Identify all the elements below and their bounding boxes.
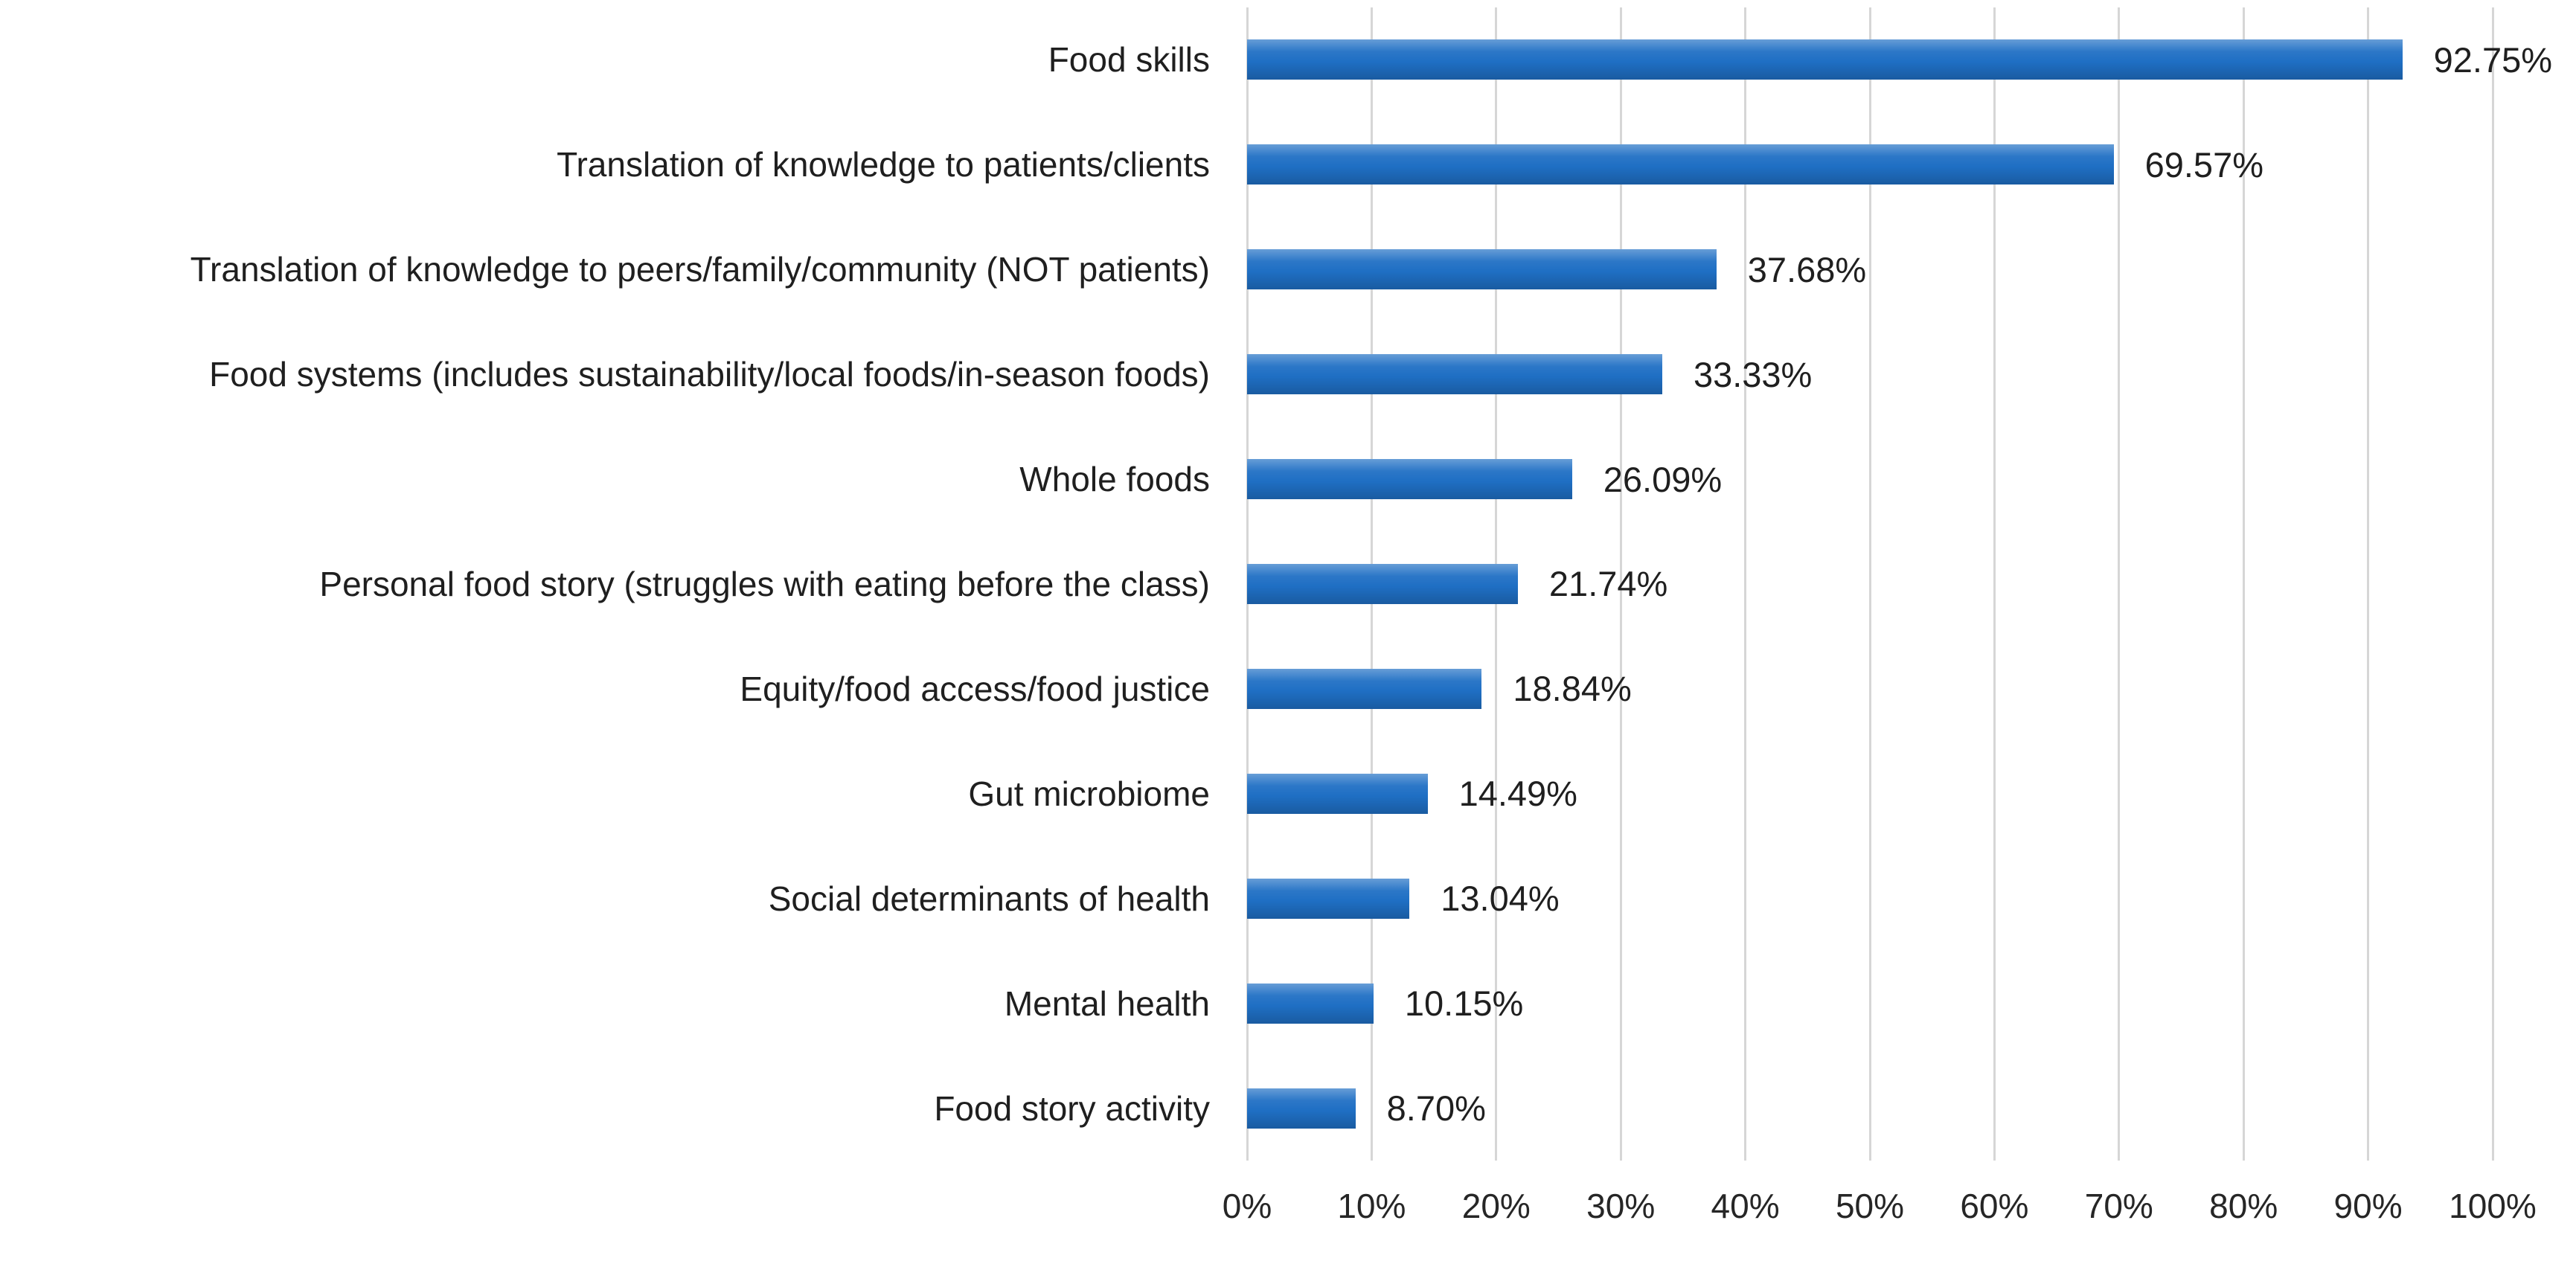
category-label: Social determinants of health (768, 879, 1210, 918)
gridline (1619, 7, 1622, 1161)
x-tick-label: 30% (1586, 1187, 1656, 1225)
gridline (2491, 7, 2494, 1161)
value-label: 37.68% (1747, 249, 1867, 289)
gridline (2242, 7, 2245, 1161)
x-tick-label: 0% (1222, 1187, 1272, 1225)
gridline (2118, 7, 2121, 1161)
gridline (1868, 7, 1871, 1161)
category-label: Personal food story (struggles with eati… (319, 564, 1210, 603)
category-label: Food story activity (934, 1088, 1210, 1128)
category-label: Mental health (1004, 984, 1210, 1023)
bar (1247, 249, 1717, 290)
category-label: Translation of knowledge to patients/cli… (557, 145, 1210, 185)
category-label: Food skills (1048, 40, 1210, 80)
x-tick-label: 50% (1835, 1187, 1905, 1225)
bar (1247, 983, 1374, 1024)
gridline (2367, 7, 2370, 1161)
category-label: Whole foods (1019, 460, 1210, 499)
category-label: Equity/food access/food justice (740, 669, 1210, 708)
value-label: 26.09% (1603, 459, 1723, 499)
value-label: 13.04% (1441, 879, 1560, 919)
x-tick-label: 100% (2449, 1187, 2537, 1225)
bar (1247, 354, 1662, 395)
bar (1247, 1088, 1356, 1129)
value-label: 18.84% (1513, 669, 1632, 709)
bar (1247, 459, 1572, 500)
category-label: Gut microbiome (968, 774, 1210, 813)
bar (1247, 144, 2114, 185)
plot-area (1246, 7, 2494, 1161)
x-tick-label: 40% (1711, 1187, 1780, 1225)
value-label: 8.70% (1386, 1088, 1486, 1129)
value-label: 69.57% (2144, 144, 2263, 185)
x-tick-label: 80% (2209, 1187, 2278, 1225)
value-label: 14.49% (1458, 774, 1577, 814)
x-tick-label: 70% (2084, 1187, 2153, 1225)
x-tick-label: 20% (1461, 1187, 1531, 1225)
gridline (1744, 7, 1747, 1161)
bar (1247, 668, 1482, 709)
value-label: 92.75% (2433, 39, 2553, 80)
value-label: 21.74% (1548, 564, 1668, 604)
bar (1247, 878, 1410, 919)
bar (1247, 39, 2403, 80)
bar (1247, 564, 1518, 604)
value-label: 10.15% (1404, 984, 1524, 1024)
category-label: Translation of knowledge to peers/family… (190, 250, 1210, 289)
x-tick-label: 90% (2333, 1187, 2403, 1225)
gridline (1993, 7, 1996, 1161)
value-label: 33.33% (1693, 354, 1813, 394)
x-tick-label: 60% (1960, 1187, 2029, 1225)
x-tick-label: 10% (1337, 1187, 1406, 1225)
bar (1247, 773, 1428, 814)
category-label: Food systems (includes sustainability/lo… (209, 355, 1210, 394)
